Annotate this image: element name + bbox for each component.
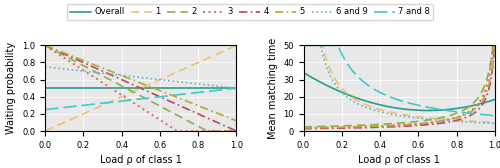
X-axis label: Load ρ of class 1: Load ρ of class 1 xyxy=(358,155,440,165)
X-axis label: Load ρ of class 1: Load ρ of class 1 xyxy=(100,155,182,165)
Y-axis label: Mean matching time: Mean matching time xyxy=(268,38,278,139)
Legend: Overall, 1, 2, 3, 4, 5, 6 and 9, 7 and 8: Overall, 1, 2, 3, 4, 5, 6 and 9, 7 and 8 xyxy=(66,4,434,20)
Y-axis label: Waiting probability: Waiting probability xyxy=(6,42,16,134)
